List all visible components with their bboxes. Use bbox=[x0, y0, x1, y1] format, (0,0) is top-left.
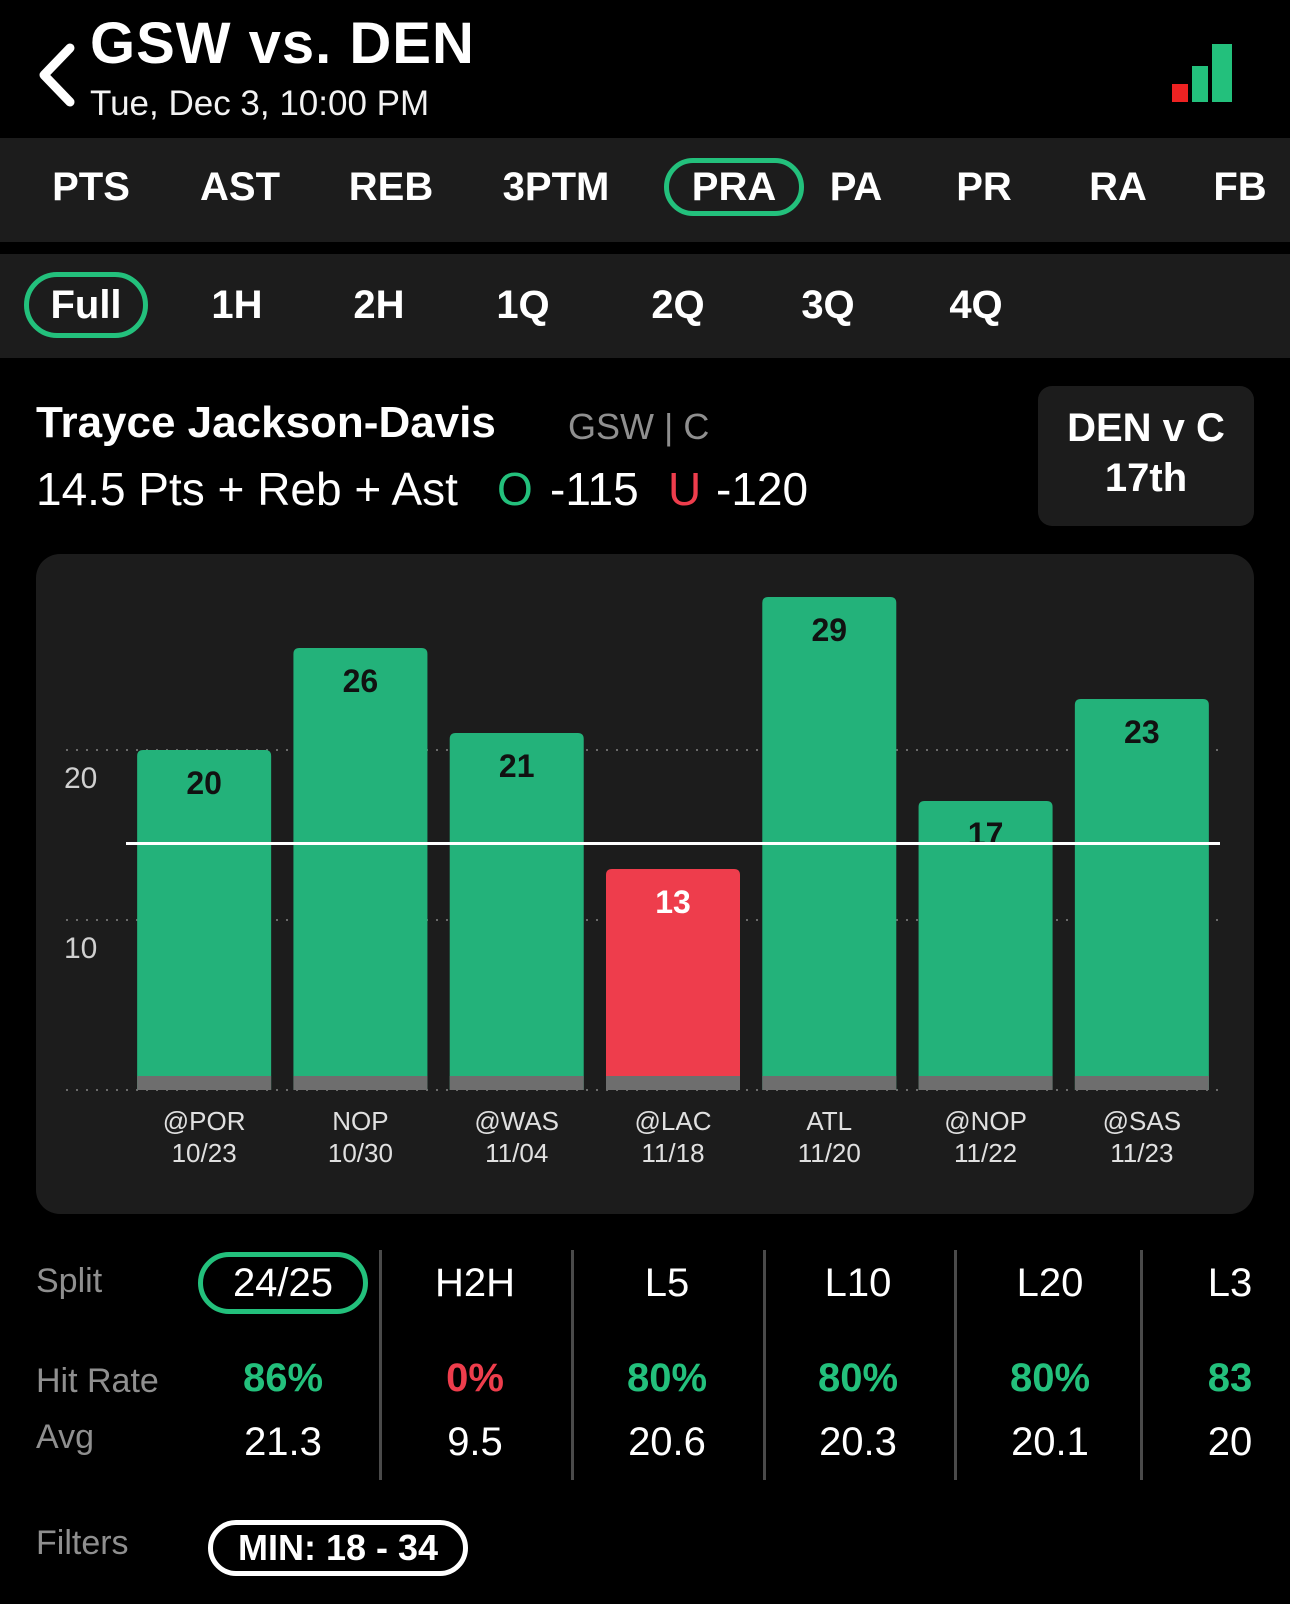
hit-rate-value: 80% bbox=[817, 1356, 899, 1400]
x-tick-opponent: @NOP bbox=[944, 1106, 1027, 1136]
bar-base bbox=[1074, 1076, 1209, 1090]
bar-value-label: 17 bbox=[968, 816, 1004, 852]
period-tab-1h[interactable]: 1H bbox=[211, 283, 263, 327]
matchup-rank: 17th bbox=[1104, 456, 1188, 500]
y-tick-label: 20 bbox=[64, 762, 97, 795]
player-name[interactable]: Trayce Jackson-Davis bbox=[36, 398, 496, 447]
hit-rate-value: 80% bbox=[626, 1356, 708, 1400]
x-tick-date: 10/30 bbox=[328, 1138, 393, 1168]
x-tick-date: 11/23 bbox=[1110, 1138, 1173, 1168]
stat-tab-fb[interactable]: FB bbox=[1213, 165, 1267, 209]
game-log-chart: 10 20 20 @POR 10/23 26 NOP 10/30 21 @WAS 11/04 13 @L… bbox=[36, 554, 1254, 1214]
split-tab-l5[interactable]: L5 bbox=[644, 1261, 690, 1305]
avg-value: 20 bbox=[1207, 1420, 1253, 1464]
stat-tab-pr[interactable]: PR bbox=[956, 165, 1012, 209]
split-tab-l10[interactable]: L10 bbox=[824, 1261, 892, 1305]
minutes-filter-pill[interactable]: MIN: 18 - 34 bbox=[208, 1520, 468, 1576]
split-tab-l20[interactable]: L20 bbox=[1016, 1261, 1084, 1305]
over-label: O bbox=[497, 463, 533, 515]
chevron-left-icon[interactable] bbox=[36, 40, 80, 110]
split-tab-24-25[interactable]: 24/25 bbox=[198, 1252, 368, 1314]
hit-rate-value: 86% bbox=[242, 1356, 324, 1400]
signal-bars-icon[interactable] bbox=[1170, 42, 1234, 104]
x-tick-opponent: @WAS bbox=[474, 1106, 559, 1136]
stat-tab-ast[interactable]: AST bbox=[200, 165, 280, 209]
avg-value: 20.1 bbox=[1011, 1420, 1089, 1464]
period-tab-full[interactable]: Full bbox=[24, 272, 148, 338]
bar-value-label: 29 bbox=[811, 612, 847, 648]
stat-tab-pa[interactable]: PA bbox=[829, 165, 883, 209]
bar-value-label: 21 bbox=[499, 748, 535, 784]
page-title: GSW vs. DEN bbox=[90, 11, 475, 76]
matchup-label: DEN v C bbox=[1067, 406, 1225, 450]
avg-value: 21.3 bbox=[244, 1420, 322, 1464]
stat-tab-reb[interactable]: REB bbox=[348, 165, 434, 209]
hit-rate-label: Hit Rate bbox=[36, 1362, 159, 1400]
bar-base bbox=[293, 1076, 428, 1090]
filters-label: Filters bbox=[36, 1524, 129, 1562]
split-tab-l3[interactable]: L3 bbox=[1207, 1261, 1253, 1305]
over-odds[interactable]: -115 bbox=[550, 463, 639, 515]
matchup-rank-card[interactable]: DEN v C 17th bbox=[1038, 386, 1254, 526]
bar-value-label: 20 bbox=[186, 765, 222, 801]
x-tick-date: 10/23 bbox=[172, 1138, 237, 1168]
header: GSW vs. DEN Tue, Dec 3, 10:00 PM bbox=[0, 0, 1290, 138]
period-tab-1q[interactable]: 1Q bbox=[496, 283, 550, 327]
x-tick-opponent: ATL bbox=[806, 1106, 852, 1136]
split-label: Split bbox=[36, 1262, 103, 1300]
period-tab-3q[interactable]: 3Q bbox=[801, 283, 855, 327]
y-tick-label: 10 bbox=[64, 932, 97, 965]
hit-rate-value: 83 bbox=[1207, 1356, 1253, 1400]
bar-value-label: 26 bbox=[343, 663, 379, 699]
period-tab-4q[interactable]: 4Q bbox=[949, 283, 1003, 327]
column-divider bbox=[379, 1250, 382, 1480]
stat-tab-pra[interactable]: PRA bbox=[664, 158, 804, 216]
bar bbox=[293, 648, 428, 1090]
hit-rate-value: 80% bbox=[1009, 1356, 1091, 1400]
column-divider bbox=[954, 1250, 957, 1480]
x-tick-date: 11/20 bbox=[798, 1138, 861, 1168]
column-divider bbox=[763, 1250, 766, 1480]
stat-tab-ra[interactable]: RA bbox=[1089, 165, 1147, 209]
game-datetime: Tue, Dec 3, 10:00 PM bbox=[90, 84, 430, 123]
x-tick-opponent: @SAS bbox=[1103, 1106, 1181, 1136]
avg-label: Avg bbox=[36, 1418, 94, 1456]
under-odds[interactable]: -120 bbox=[716, 463, 809, 515]
avg-value: 20.3 bbox=[819, 1420, 897, 1464]
bar-value-label: 23 bbox=[1124, 714, 1160, 750]
bar-base bbox=[137, 1076, 272, 1090]
column-divider bbox=[1140, 1250, 1143, 1480]
x-tick-opponent: NOP bbox=[332, 1106, 388, 1136]
stat-tab-3ptm[interactable]: 3PTM bbox=[502, 165, 610, 209]
split-tab-h2h[interactable]: H2H bbox=[434, 1261, 516, 1305]
period-tab-2h[interactable]: 2H bbox=[353, 283, 405, 327]
bar-base bbox=[762, 1076, 897, 1090]
avg-value: 9.5 bbox=[447, 1420, 503, 1464]
player-team-position: GSW | C bbox=[568, 406, 710, 447]
bar bbox=[918, 801, 1053, 1090]
x-tick-opponent: @LAC bbox=[635, 1106, 712, 1136]
bar bbox=[606, 869, 740, 1090]
bar-base bbox=[606, 1076, 740, 1090]
period-tab-2q[interactable]: 2Q bbox=[651, 283, 705, 327]
bar-base bbox=[449, 1076, 584, 1090]
avg-value: 20.6 bbox=[628, 1420, 706, 1464]
column-divider bbox=[571, 1250, 574, 1480]
stat-tabs: PTS AST REB 3PTM PRA PA PR RA FB bbox=[0, 138, 1290, 242]
under-label: U bbox=[668, 463, 702, 515]
x-tick-date: 11/04 bbox=[485, 1138, 548, 1168]
stat-tab-pts[interactable]: PTS bbox=[52, 165, 130, 209]
prop-line: 14.5 Pts + Reb + Ast bbox=[36, 463, 458, 515]
x-tick-date: 11/22 bbox=[954, 1138, 1017, 1168]
period-tabs: Full 1H 2H 1Q 2Q 3Q 4Q bbox=[0, 254, 1290, 358]
x-tick-opponent: @POR bbox=[163, 1106, 246, 1136]
hit-rate-value: 0% bbox=[446, 1356, 504, 1400]
bar-base bbox=[918, 1076, 1053, 1090]
bar bbox=[1074, 699, 1209, 1090]
x-tick-date: 11/18 bbox=[641, 1138, 704, 1168]
bar bbox=[449, 733, 584, 1090]
bar bbox=[137, 750, 272, 1090]
bar-value-label: 13 bbox=[655, 884, 691, 920]
